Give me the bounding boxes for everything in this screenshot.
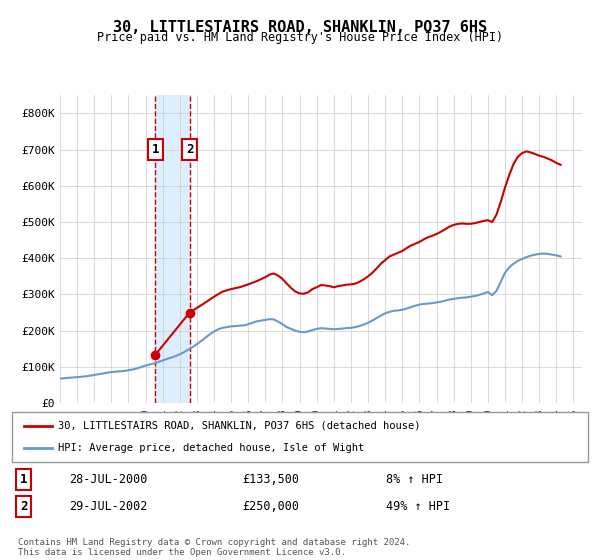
Text: £133,500: £133,500 xyxy=(242,473,299,486)
Text: 1: 1 xyxy=(20,473,27,486)
Text: 2: 2 xyxy=(186,143,193,156)
Text: 29-JUL-2002: 29-JUL-2002 xyxy=(70,500,148,513)
Text: 8% ↑ HPI: 8% ↑ HPI xyxy=(386,473,443,486)
Bar xyxy=(155,95,190,403)
Text: 2: 2 xyxy=(20,500,27,513)
Text: £250,000: £250,000 xyxy=(242,500,299,513)
Text: 49% ↑ HPI: 49% ↑ HPI xyxy=(386,500,451,513)
Text: Contains HM Land Registry data © Crown copyright and database right 2024.
This d: Contains HM Land Registry data © Crown c… xyxy=(18,538,410,557)
FancyBboxPatch shape xyxy=(12,412,588,462)
Text: 1: 1 xyxy=(152,143,159,156)
Text: 30, LITTLESTAIRS ROAD, SHANKLIN, PO37 6HS: 30, LITTLESTAIRS ROAD, SHANKLIN, PO37 6H… xyxy=(113,20,487,35)
Text: HPI: Average price, detached house, Isle of Wight: HPI: Average price, detached house, Isle… xyxy=(58,443,364,453)
Text: 28-JUL-2000: 28-JUL-2000 xyxy=(70,473,148,486)
Text: Price paid vs. HM Land Registry's House Price Index (HPI): Price paid vs. HM Land Registry's House … xyxy=(97,31,503,44)
Text: 30, LITTLESTAIRS ROAD, SHANKLIN, PO37 6HS (detached house): 30, LITTLESTAIRS ROAD, SHANKLIN, PO37 6H… xyxy=(58,421,421,431)
